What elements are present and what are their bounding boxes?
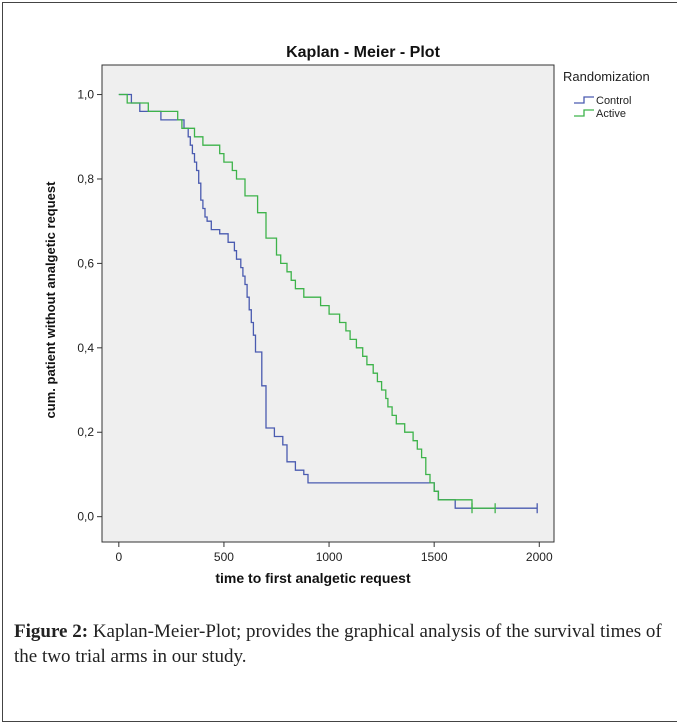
x-axis-label: time to first analgetic request (215, 570, 411, 586)
y-tick-label: 0,0 (77, 510, 94, 524)
x-tick-label: 1000 (316, 550, 343, 564)
axes: 0,0 0,2 0,4 0,6 0,8 1,0 0 500 1000 1500 2000 (77, 88, 553, 564)
y-axis-label: cum. patient without analgetic request (43, 181, 58, 419)
x-tick-label: 0 (115, 550, 122, 564)
series-line-control (118, 93, 538, 509)
plot-area (101, 64, 555, 543)
y-tick-label: 1,0 (77, 88, 94, 102)
legend-label: Control (596, 95, 631, 107)
legend-swatch (574, 96, 594, 104)
x-tick-label: 2000 (526, 550, 553, 564)
caption-text: Kaplan-Meier-Plot; provides the graphica… (14, 621, 662, 667)
kaplan-meier-chart: 0,0 0,2 0,4 0,6 0,8 1,0 0 500 1000 1500 2000 Kapla… (43, 44, 650, 586)
y-tick-label: 0,4 (77, 341, 94, 355)
legend-item-control: Control (574, 95, 631, 107)
x-tick-label: 500 (214, 550, 234, 564)
chart-title: Kaplan - Meier - Plot (286, 44, 440, 61)
series-lines (118, 93, 538, 514)
y-tick-label: 0,8 (77, 172, 94, 186)
legend-title: Randomization (563, 69, 650, 84)
caption-label: Figure 2: (14, 621, 89, 642)
legend-item-active: Active (574, 108, 626, 120)
legend-label: Active (596, 108, 626, 120)
series-line-active (118, 93, 496, 509)
x-tick-label: 1500 (421, 550, 448, 564)
legend-swatch (574, 109, 594, 117)
figure-caption: Figure 2: Kaplan-Meier-Plot; provides th… (14, 619, 670, 669)
y-tick-label: 0,6 (77, 256, 94, 270)
y-tick-label: 0,2 (77, 425, 94, 439)
